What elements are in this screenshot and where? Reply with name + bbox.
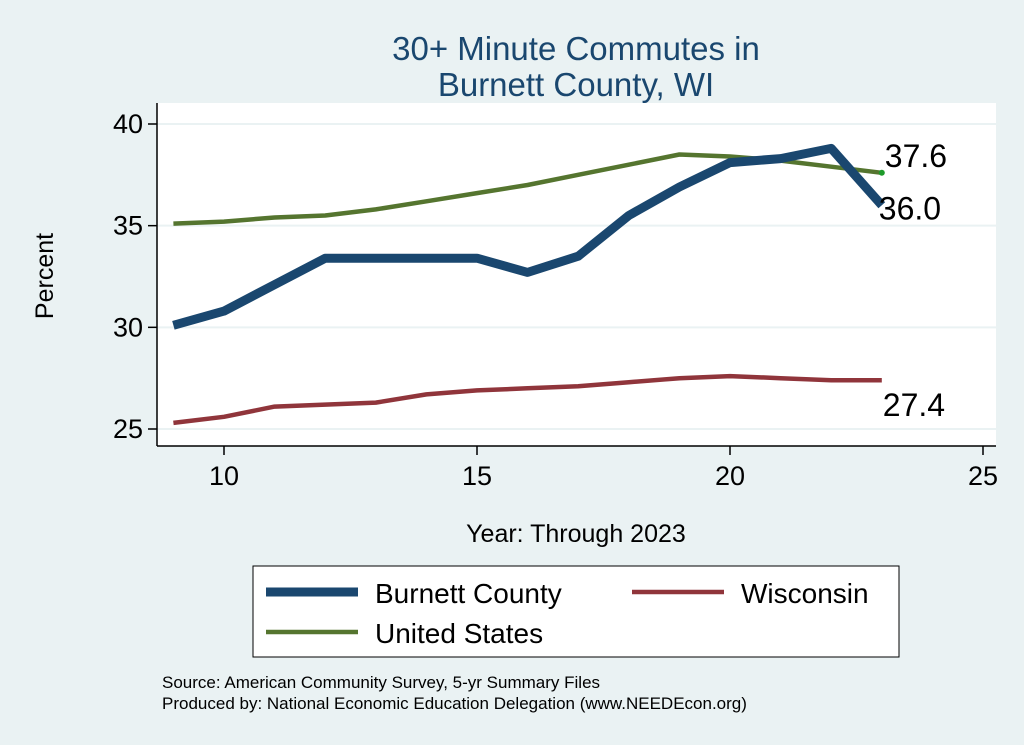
legend-label-united-states: United States: [375, 618, 543, 649]
chart-title-line-1: 30+ Minute Commutes in: [392, 30, 760, 67]
series-end-marker-united-states: [878, 169, 885, 176]
y-tick-label-25: 25: [113, 414, 143, 444]
axes: 25 30 35 40 10 15 20 25: [113, 103, 998, 491]
y-tick-label-40: 40: [113, 109, 143, 139]
plot-area: [157, 103, 996, 446]
x-tick-label-25: 25: [968, 461, 998, 491]
x-tick-label-15: 15: [462, 461, 492, 491]
end-labels: 36.0 27.4 37.6: [879, 138, 947, 423]
x-tick-label-10: 10: [209, 461, 239, 491]
end-label-wisconsin: 27.4: [883, 387, 945, 423]
source-note: Source: American Community Survey, 5-yr …: [162, 673, 600, 692]
producer-note: Produced by: National Economic Education…: [162, 694, 747, 713]
chart-title-line-2: Burnett County, WI: [438, 66, 714, 103]
y-tick-label-35: 35: [113, 211, 143, 241]
series-lines: [172, 143, 886, 426]
series-line-burnett-county: [172, 143, 886, 330]
series-line-wisconsin: [173, 373, 882, 426]
x-axis-title: Year: Through 2023: [466, 520, 686, 548]
y-axis-title: Percent: [31, 233, 59, 319]
legend-label-burnett: Burnett County: [375, 578, 562, 609]
end-label-united-states: 37.6: [885, 138, 947, 174]
legend-label-wisconsin: Wisconsin: [741, 578, 869, 609]
legend: Burnett County Wisconsin United States: [252, 565, 900, 658]
x-tick-label-20: 20: [715, 461, 745, 491]
legend-box: [252, 565, 900, 658]
grid-lines: [157, 123, 996, 430]
y-tick-label-30: 30: [113, 312, 143, 342]
end-label-burnett-county: 36.0: [879, 190, 941, 226]
